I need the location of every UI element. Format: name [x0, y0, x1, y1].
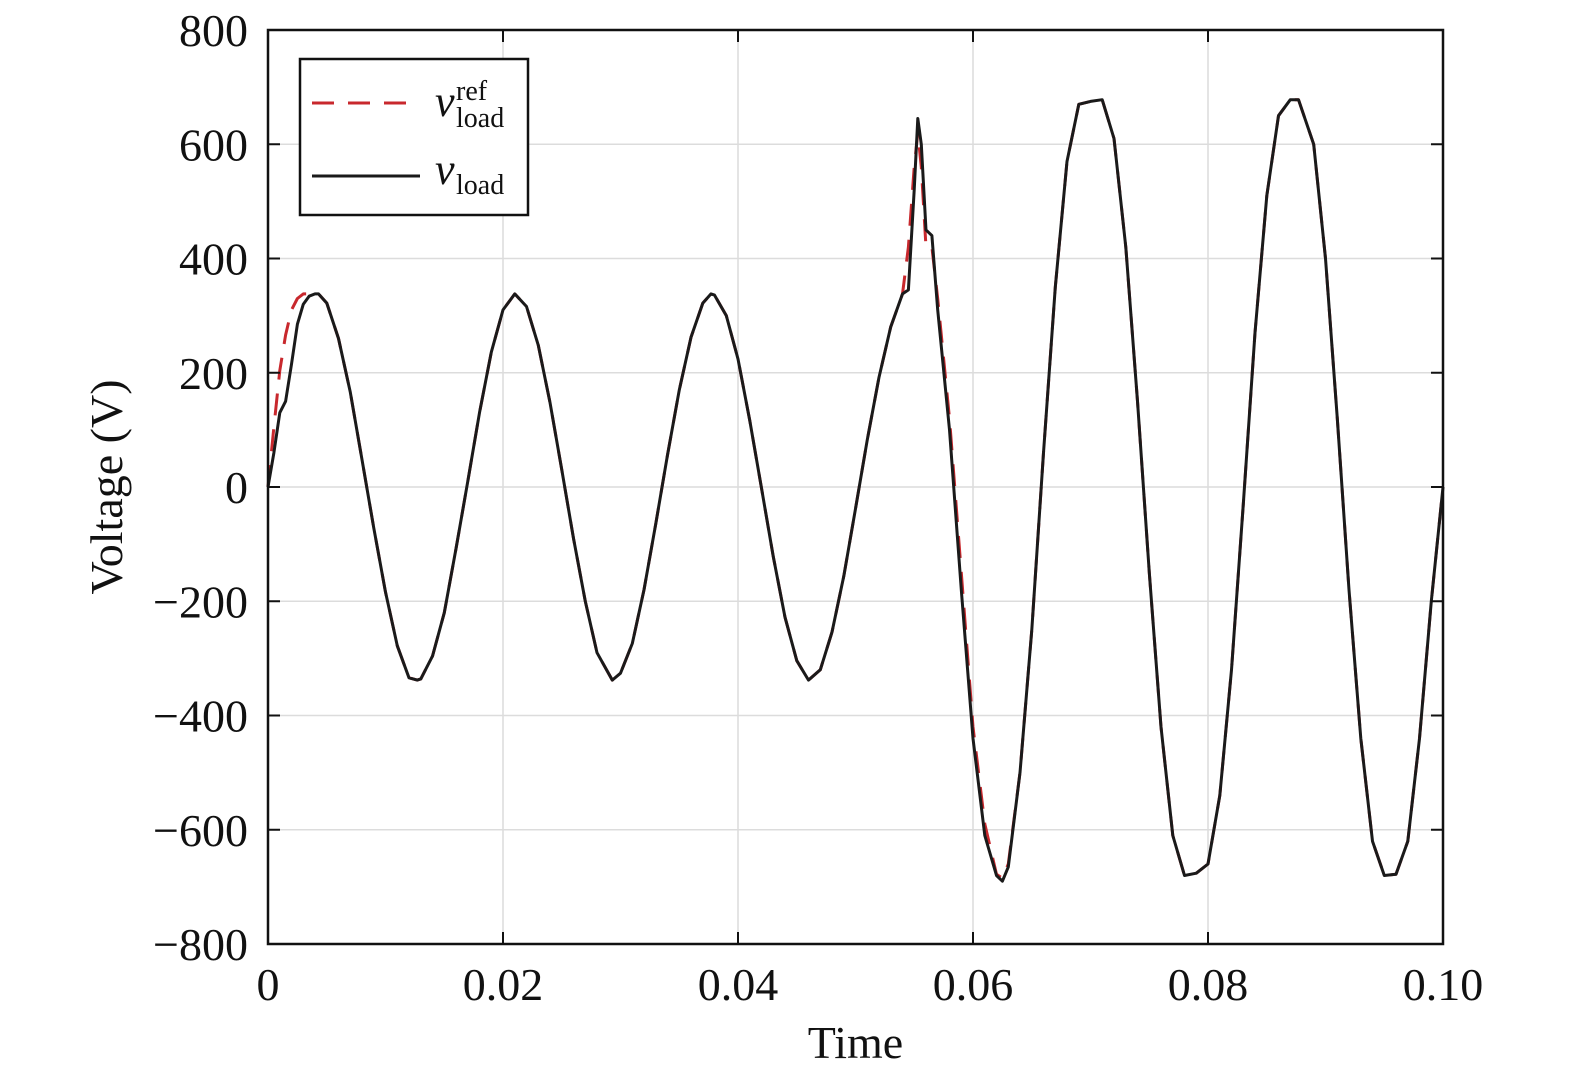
y-tick-label: −800 — [153, 919, 248, 970]
x-tick-label: 0 — [257, 959, 280, 1010]
legend-label-ref: v — [435, 77, 455, 126]
x-axis-label: Time — [808, 1017, 903, 1068]
legend-load-sub: load — [456, 170, 504, 201]
y-tick-label: −400 — [153, 691, 248, 742]
y-axis-label: Voltage (V) — [81, 379, 132, 594]
x-tick-label: 0.06 — [933, 959, 1014, 1010]
legend-label-load: v — [435, 145, 455, 194]
y-tick-label: −200 — [153, 576, 248, 627]
legend-load-main: v — [435, 145, 455, 194]
x-tick-label: 0.04 — [698, 959, 779, 1010]
y-tick-label: 400 — [179, 234, 248, 285]
y-tick-label: 600 — [179, 119, 248, 170]
series-layer — [266, 98, 1445, 883]
series-line-ref — [266, 98, 1445, 880]
y-tick-label: 200 — [179, 348, 248, 399]
y-tick-label: −600 — [153, 805, 248, 856]
x-tick-label: 0.10 — [1403, 959, 1484, 1010]
legend-ref-sub: load — [456, 103, 504, 134]
legend-ref-main: v — [435, 77, 455, 126]
x-tick-label: 0.02 — [463, 959, 544, 1010]
x-tick-label: 0.08 — [1168, 959, 1249, 1010]
tick-layer: 0 0.02 0.04 0.06 0.08 0.10 800 600 400 200 0 −200 −4… — [153, 5, 1483, 1010]
legend-ref-sup: ref — [456, 76, 488, 107]
series-line-load — [266, 98, 1445, 883]
y-tick-label: 0 — [225, 462, 248, 513]
y-tick-label: 800 — [179, 5, 248, 56]
legend-box — [298, 57, 530, 217]
legend: v ref load v load — [298, 57, 530, 217]
